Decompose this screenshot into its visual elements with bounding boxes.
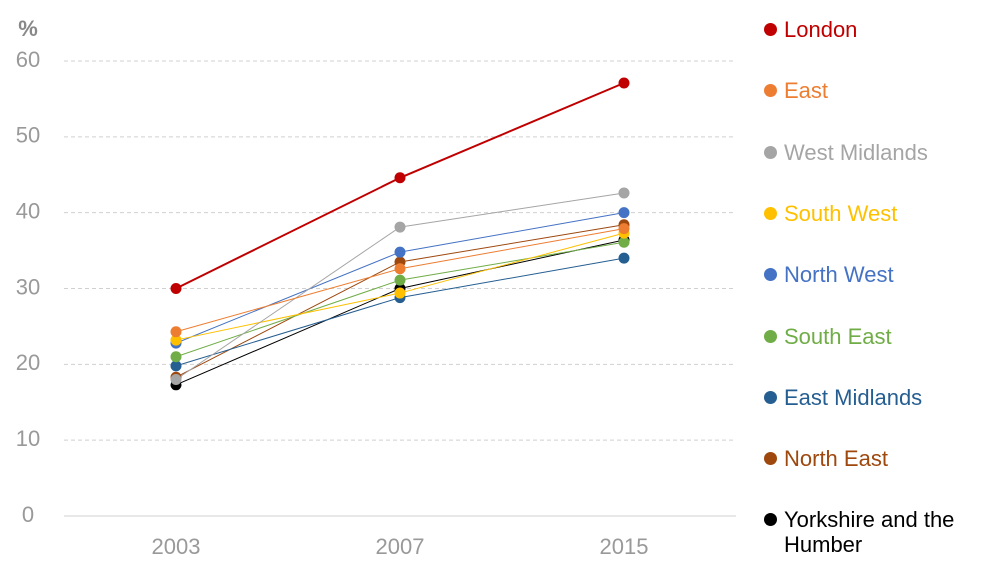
legend-marker xyxy=(764,145,777,159)
data-point xyxy=(170,283,182,294)
x-tick-label: 2015 xyxy=(600,534,649,559)
y-tick-label: 60 xyxy=(16,47,40,72)
data-point xyxy=(394,172,406,184)
legend-marker xyxy=(764,268,777,282)
data-point xyxy=(170,374,182,385)
data-point xyxy=(618,223,630,235)
legend-label: East Midlands xyxy=(784,384,923,410)
legend-marker xyxy=(764,206,777,220)
y-tick-label: 0 xyxy=(22,502,34,527)
legend-label: North East xyxy=(784,446,888,472)
x-tick-label: 2007 xyxy=(376,534,425,559)
legend-label: North West xyxy=(784,262,894,288)
y-tick-label: 10 xyxy=(16,426,40,451)
data-point xyxy=(394,263,406,275)
legend-label: South East xyxy=(784,323,892,349)
data-point xyxy=(618,252,630,264)
x-tick-label: 2003 xyxy=(152,534,201,559)
data-point xyxy=(618,187,630,199)
data-point xyxy=(618,207,630,219)
data-point xyxy=(618,77,630,89)
data-point xyxy=(170,360,182,372)
data-point xyxy=(618,236,630,248)
legend-label: South West xyxy=(784,200,898,226)
legend-label: Yorkshire and the Humber xyxy=(784,507,955,558)
y-tick-label: 20 xyxy=(16,350,40,375)
data-point xyxy=(170,351,182,363)
legend-label: East xyxy=(784,78,829,104)
legend-label: West Midlands xyxy=(784,139,928,165)
data-point xyxy=(394,221,406,233)
data-point xyxy=(170,334,182,346)
data-point xyxy=(394,287,406,299)
y-tick-label: 40 xyxy=(16,198,40,223)
legend-marker xyxy=(764,452,777,466)
legend-marker xyxy=(764,329,777,343)
data-point xyxy=(170,326,182,338)
data-point xyxy=(394,246,406,258)
legend-marker xyxy=(764,390,777,404)
legend-marker xyxy=(764,84,777,98)
y-axis-label: % xyxy=(18,16,38,41)
series-line xyxy=(175,257,625,367)
data-point xyxy=(394,274,406,286)
legend-marker xyxy=(764,23,777,36)
legend-marker xyxy=(764,513,777,527)
y-tick-label: 50 xyxy=(16,123,40,148)
y-tick-label: 30 xyxy=(16,274,40,299)
legend-label: London xyxy=(784,17,858,42)
